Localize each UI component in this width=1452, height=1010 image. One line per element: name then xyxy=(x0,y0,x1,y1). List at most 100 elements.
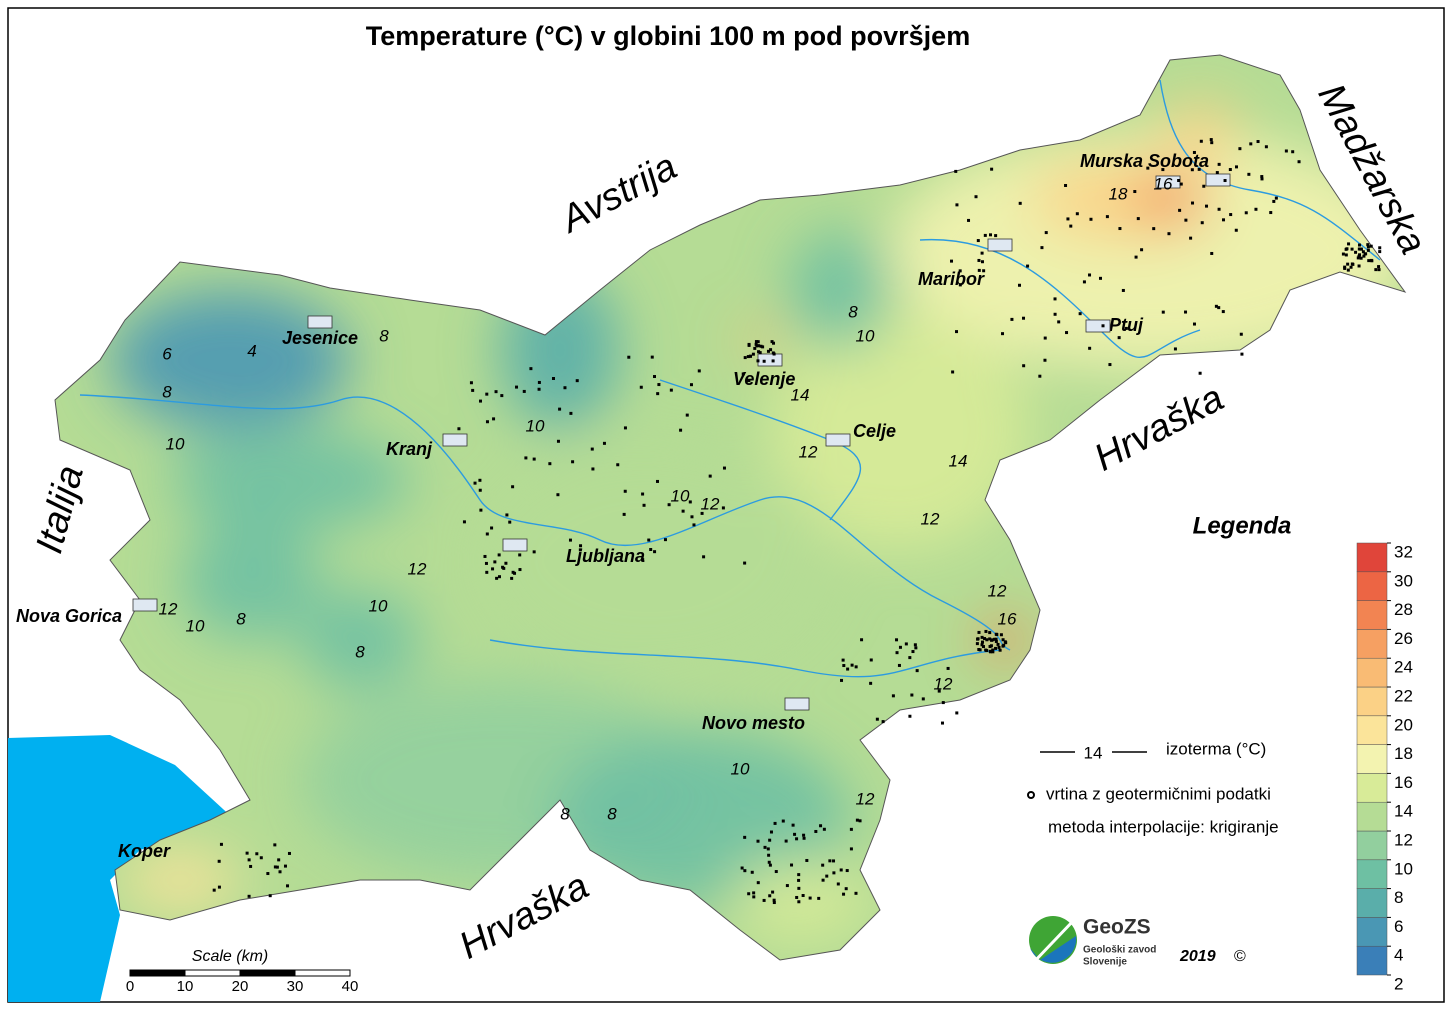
borehole xyxy=(1161,310,1165,314)
borehole xyxy=(1075,212,1079,216)
borehole xyxy=(1366,243,1370,247)
colorbar-label: 4 xyxy=(1394,946,1403,965)
borehole xyxy=(1260,175,1264,179)
borehole xyxy=(743,356,747,360)
borehole xyxy=(667,503,671,507)
borehole xyxy=(505,513,509,517)
borehole xyxy=(1378,250,1382,254)
borehole xyxy=(999,633,1003,637)
borehole xyxy=(1121,288,1125,292)
borehole xyxy=(273,843,277,847)
borehole xyxy=(642,503,646,507)
borehole xyxy=(524,456,528,460)
borehole xyxy=(1254,207,1258,211)
isotherm-label: 4 xyxy=(247,341,256,360)
borehole xyxy=(1197,167,1201,171)
borehole xyxy=(988,233,992,237)
borehole xyxy=(819,824,823,828)
colorbar-label: 32 xyxy=(1394,542,1413,561)
colorbar-label: 20 xyxy=(1394,715,1413,734)
borehole xyxy=(921,697,925,701)
borehole xyxy=(1356,256,1360,260)
borehole xyxy=(473,481,477,485)
borehole xyxy=(656,392,660,396)
borehole xyxy=(832,859,836,863)
borehole xyxy=(1184,218,1188,222)
legend-method: metoda interpolacije: krigiranje xyxy=(1048,817,1279,836)
borehole xyxy=(493,560,497,564)
logo-line: Slovenije xyxy=(1083,957,1127,968)
isotherm-label: 12 xyxy=(701,494,720,513)
borehole xyxy=(747,343,751,347)
borehole xyxy=(994,646,998,650)
borehole xyxy=(954,169,958,173)
borehole xyxy=(995,633,999,637)
borehole xyxy=(1177,179,1181,183)
borehole xyxy=(1358,243,1362,247)
borehole xyxy=(958,269,962,273)
borehole xyxy=(1190,168,1194,172)
borehole xyxy=(1134,255,1138,259)
borehole xyxy=(1247,172,1251,176)
borehole xyxy=(784,839,788,843)
city-label: Kranj xyxy=(386,439,433,459)
borehole xyxy=(273,865,277,869)
borehole-symbol xyxy=(1027,791,1035,799)
borehole xyxy=(1133,190,1137,194)
borehole xyxy=(697,369,701,373)
colorbar-band xyxy=(1356,859,1388,889)
borehole xyxy=(510,576,514,580)
borehole xyxy=(766,349,770,353)
borehole xyxy=(1140,248,1144,252)
borehole xyxy=(914,646,918,650)
borehole xyxy=(769,830,773,834)
borehole xyxy=(1178,208,1182,212)
borehole xyxy=(1222,218,1226,222)
borehole xyxy=(1238,147,1242,151)
borehole xyxy=(1010,317,1014,321)
borehole xyxy=(722,466,726,470)
borehole xyxy=(1001,638,1005,642)
borehole xyxy=(774,870,778,874)
borehole xyxy=(758,351,762,355)
borehole xyxy=(772,898,776,902)
isotherm-label: 12 xyxy=(856,789,875,808)
borehole xyxy=(881,720,885,724)
borehole xyxy=(494,390,498,394)
borehole xyxy=(1354,250,1358,254)
borehole xyxy=(497,575,501,579)
borehole xyxy=(988,631,992,635)
borehole xyxy=(849,847,853,851)
borehole xyxy=(821,863,825,867)
borehole xyxy=(814,829,818,833)
borehole xyxy=(518,568,522,572)
isotherm-label: 10 xyxy=(166,434,185,453)
field-zone xyxy=(110,290,350,430)
borehole xyxy=(983,233,987,237)
city-label: Ljubljana xyxy=(566,546,645,566)
borehole xyxy=(1192,150,1196,154)
settlement xyxy=(307,315,333,329)
borehole xyxy=(1066,217,1070,221)
colorbar-label: 12 xyxy=(1394,830,1413,849)
borehole xyxy=(904,642,908,646)
borehole xyxy=(1221,310,1225,314)
borehole xyxy=(754,342,758,346)
borehole xyxy=(649,547,653,551)
borehole xyxy=(532,457,536,461)
borehole xyxy=(781,819,785,823)
borehole xyxy=(759,344,763,348)
borehole xyxy=(485,420,489,424)
isotherm-label: 10 xyxy=(369,596,388,615)
borehole xyxy=(750,870,754,874)
borehole xyxy=(1065,331,1069,335)
borehole xyxy=(980,251,984,255)
borehole xyxy=(1018,283,1022,287)
borehole xyxy=(275,865,279,869)
borehole xyxy=(500,394,504,398)
border xyxy=(54,54,1407,961)
borehole xyxy=(484,561,488,565)
logo-mark xyxy=(1030,918,1076,966)
borehole xyxy=(1362,254,1366,258)
borehole xyxy=(495,576,499,580)
